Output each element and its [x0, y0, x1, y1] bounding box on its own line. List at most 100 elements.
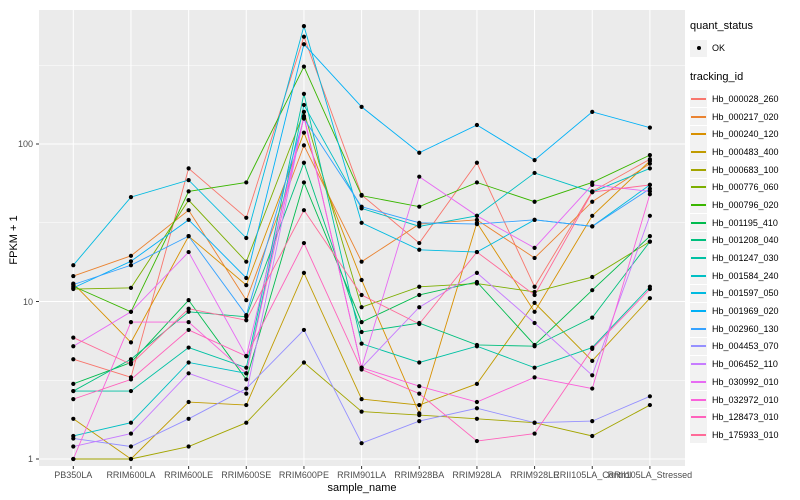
- legend-item: Hb_000240_120: [690, 125, 798, 143]
- legend-label: Hb_000796_020: [712, 199, 779, 210]
- data-point: [128, 263, 134, 268]
- data-point: [301, 160, 307, 165]
- data-point: [590, 315, 595, 320]
- legend-label: Hb_002960_130: [712, 323, 779, 334]
- data-point: [532, 199, 537, 204]
- x-tick-label: RRIM901LA: [337, 470, 387, 480]
- data-point: [532, 292, 537, 298]
- line-key-icon: [690, 231, 707, 249]
- data-point: [532, 255, 537, 261]
- data-point: [71, 285, 76, 290]
- legend-item: Hb_001969_020: [690, 302, 798, 320]
- legend-item: Hb_001195_410: [690, 214, 798, 232]
- data-point: [301, 270, 307, 275]
- data-point: [532, 284, 537, 289]
- legend-label: Hb_000028_260: [712, 93, 779, 104]
- data-point: [474, 416, 480, 421]
- data-point: [301, 180, 307, 185]
- data-point: [590, 419, 595, 424]
- data-point: [647, 153, 653, 158]
- legend-item: Hb_000028_260: [690, 90, 798, 108]
- data-point: [474, 399, 480, 405]
- legend-item: Hb_128473_010: [690, 408, 798, 426]
- line-key-icon: [690, 125, 707, 143]
- data-point: [417, 360, 422, 365]
- data-point: [71, 263, 76, 268]
- data-point: [186, 444, 191, 449]
- data-point: [186, 399, 191, 405]
- data-point: [186, 198, 191, 203]
- legend-item: Hb_000683_100: [690, 161, 798, 179]
- series-color-bar: [691, 257, 706, 260]
- data-point: [128, 456, 134, 462]
- data-point: [417, 321, 422, 327]
- legend-title-tracking-id: tracking_id: [690, 71, 744, 83]
- data-point: [590, 386, 595, 391]
- data-point: [474, 438, 480, 444]
- legend-item: Hb_000776_060: [690, 178, 798, 196]
- data-point: [647, 239, 653, 244]
- data-point: [71, 388, 76, 394]
- data-point: [474, 249, 480, 255]
- x-tick-label: RRII105LA_Stressed: [607, 470, 693, 480]
- data-point: [532, 344, 537, 349]
- data-point: [244, 180, 249, 185]
- series-color-bar: [691, 115, 706, 118]
- x-tick-label: RRII105LA_Control: [553, 470, 632, 480]
- data-point: [474, 160, 480, 165]
- data-point: [301, 208, 307, 213]
- data-point: [474, 270, 480, 275]
- line-key-icon: [690, 267, 707, 285]
- data-point: [647, 286, 653, 292]
- data-point: [244, 235, 249, 241]
- data-point: [359, 341, 364, 346]
- data-point: [301, 114, 307, 119]
- data-point: [359, 259, 364, 264]
- data-point: [186, 166, 191, 171]
- data-point: [244, 298, 249, 303]
- data-point: [186, 249, 191, 255]
- series-color-bar: [691, 363, 706, 366]
- data-point: [301, 240, 307, 246]
- legend-label: Hb_000683_100: [712, 164, 779, 175]
- legend-item: Hb_002960_130: [690, 320, 798, 338]
- line-key-icon: [690, 320, 707, 338]
- legend-label: Hb_001247_030: [712, 253, 779, 264]
- legend-label: Hb_006452_110: [712, 359, 778, 370]
- data-point: [590, 433, 595, 439]
- x-tick-label: PB350LA: [54, 470, 93, 480]
- data-point: [301, 64, 307, 69]
- line-key-icon: [690, 108, 707, 126]
- y-tick-label: 1: [27, 454, 33, 464]
- data-point: [244, 386, 249, 391]
- data-point: [128, 420, 134, 425]
- legend-label: Hb_001597_050: [712, 288, 779, 299]
- data-point: [417, 292, 422, 298]
- data-point: [532, 170, 537, 176]
- data-point: [244, 275, 249, 281]
- series-color-bar: [691, 150, 706, 153]
- data-point: [359, 193, 364, 198]
- data-point: [186, 298, 191, 303]
- data-point: [128, 362, 134, 367]
- line-key-icon: [690, 178, 707, 196]
- legend-item: Hb_175933_010: [690, 426, 798, 444]
- data-point: [590, 373, 595, 378]
- data-point: [590, 346, 595, 352]
- data-point: [590, 213, 595, 218]
- data-point: [186, 371, 191, 376]
- series-color-bar: [691, 221, 706, 224]
- data-point: [244, 318, 249, 323]
- data-point: [244, 354, 249, 359]
- data-point: [647, 394, 653, 399]
- data-point: [244, 259, 249, 264]
- line-key-icon: [690, 90, 707, 108]
- data-point: [128, 259, 134, 264]
- data-point: [186, 208, 191, 213]
- point-marker-icon: [696, 46, 701, 50]
- data-point: [71, 273, 76, 279]
- series-color-bar: [691, 97, 706, 100]
- legend-label: Hb_000483_400: [712, 146, 779, 157]
- data-point: [417, 150, 422, 155]
